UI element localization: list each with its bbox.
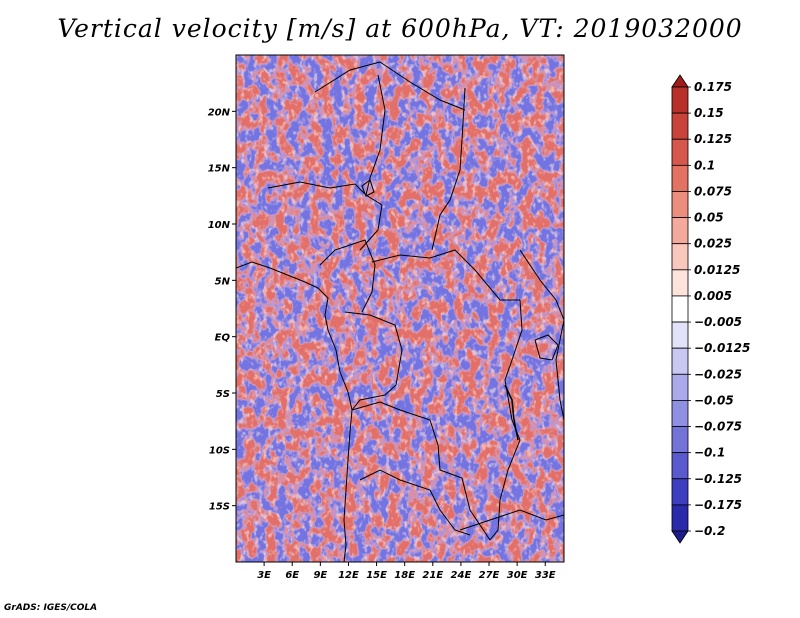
lon-tick-label: 33E (535, 570, 556, 581)
map-panel: 3E 6E 9E 12E 15E 18E 21E 24E 27E 30E 33E 20N 15N 10N… (208, 54, 565, 581)
colorbar-swatch (671, 321, 689, 349)
border-nigeria (267, 181, 367, 196)
border-drc-south (351, 401, 491, 541)
border-congo (344, 311, 403, 411)
lat-tick-label: 5S (216, 389, 230, 400)
colorbar-swatch (671, 295, 689, 323)
lat-tick-label: 5N (215, 276, 231, 287)
coastlines-borders (236, 61, 564, 562)
coastline-west-africa (236, 261, 353, 562)
colorbar-swatch (671, 191, 689, 218)
lon-ticks: 3E 6E 9E 12E 15E 18E 21E 24E 27E 30E 33E (257, 562, 556, 581)
border-sudan (431, 87, 466, 251)
lat-tick-label: 10N (208, 220, 231, 231)
colorbar-label: 0.0125 (694, 263, 740, 277)
lon-tick-label: 30E (507, 570, 528, 581)
colorbar-label: −0.005 (694, 315, 742, 329)
lon-tick-label: 3E (257, 570, 271, 581)
colorbar-swatch (671, 426, 689, 454)
border-car (371, 249, 520, 301)
lon-tick-label: 21E (422, 570, 443, 581)
lon-tick-label: 6E (285, 570, 299, 581)
colorbar-swatch (671, 347, 689, 375)
colorbar-swatch (671, 400, 689, 427)
colorbar-label: 0.125 (694, 132, 732, 146)
lon-tick-label: 9E (313, 570, 327, 581)
map-title: Vertical velocity [m/s] at 600hPa, VT: 2… (57, 14, 743, 43)
colorbar-top-arrow (671, 74, 689, 88)
grads-credit: GrADS: IGES/COLA (4, 603, 98, 613)
colorbar-label: 0.075 (694, 184, 732, 198)
lon-tick-label: 15E (366, 570, 387, 581)
lat-tick-label: EQ (215, 333, 231, 344)
colorbar-label: −0.075 (694, 420, 742, 434)
colorbar-label: 0.15 (694, 106, 724, 120)
lat-tick-label: 10S (209, 445, 230, 456)
lon-tick-label: 18E (394, 570, 415, 581)
lat-ticks: 20N 15N 10N 5N EQ 5S 10S 15S (208, 107, 236, 513)
lake-tanganyika (504, 384, 519, 441)
colorbar: 0.175 0.15 0.125 0.1 0.075 0.05 0.025 0.0125 0.0… (671, 74, 750, 544)
colorbar-label: −0.2 (694, 524, 725, 538)
colorbar-swatch (671, 478, 689, 506)
border-east-africa (519, 249, 564, 421)
map-frame (235, 54, 565, 563)
velocity-field-fine (236, 55, 564, 562)
colorbar-label: 0.1 (694, 158, 715, 172)
colorbar-swatch (671, 86, 689, 114)
colorbar-label: 0.05 (694, 211, 724, 225)
border-cameroon (319, 239, 376, 313)
colorbar-swatch (671, 452, 689, 480)
lon-tick-label: 27E (479, 570, 500, 581)
colorbar-swatch (671, 164, 689, 192)
colorbar-swatch (671, 217, 689, 245)
colorbar-swatch (671, 138, 689, 166)
colorbar-label: −0.1 (694, 446, 725, 460)
lon-tick-label: 24E (451, 570, 472, 581)
colorbar-swatch (671, 504, 689, 532)
colorbar-label: 0.025 (694, 237, 732, 251)
colorbar-swatch (671, 243, 689, 271)
colorbar-bottom-arrow (671, 530, 689, 544)
colorbar-swatch (671, 373, 689, 401)
colorbar-swatch (671, 269, 689, 297)
colorbar-label: 0.005 (694, 289, 732, 303)
colorbar-label: −0.0125 (694, 341, 750, 355)
lat-tick-label: 20N (208, 107, 231, 118)
colorbar-label: −0.175 (694, 498, 742, 512)
colorbar-label: −0.05 (694, 393, 734, 407)
lat-tick-label: 15N (208, 164, 231, 175)
border-nigeria-chad (359, 74, 386, 251)
colorbar-label: −0.125 (694, 472, 742, 486)
border-angola-zambia (359, 469, 471, 536)
lake-chad (361, 179, 375, 197)
colorbar-label: −0.025 (694, 367, 742, 381)
border-niger-chad (314, 61, 466, 111)
colorbar-label: 0.175 (694, 80, 732, 94)
lon-tick-label: 12E (338, 570, 359, 581)
border-zambia (459, 509, 564, 531)
lake-victoria (534, 334, 559, 361)
colorbar-swatch (671, 112, 689, 140)
lat-tick-label: 15S (209, 502, 230, 513)
